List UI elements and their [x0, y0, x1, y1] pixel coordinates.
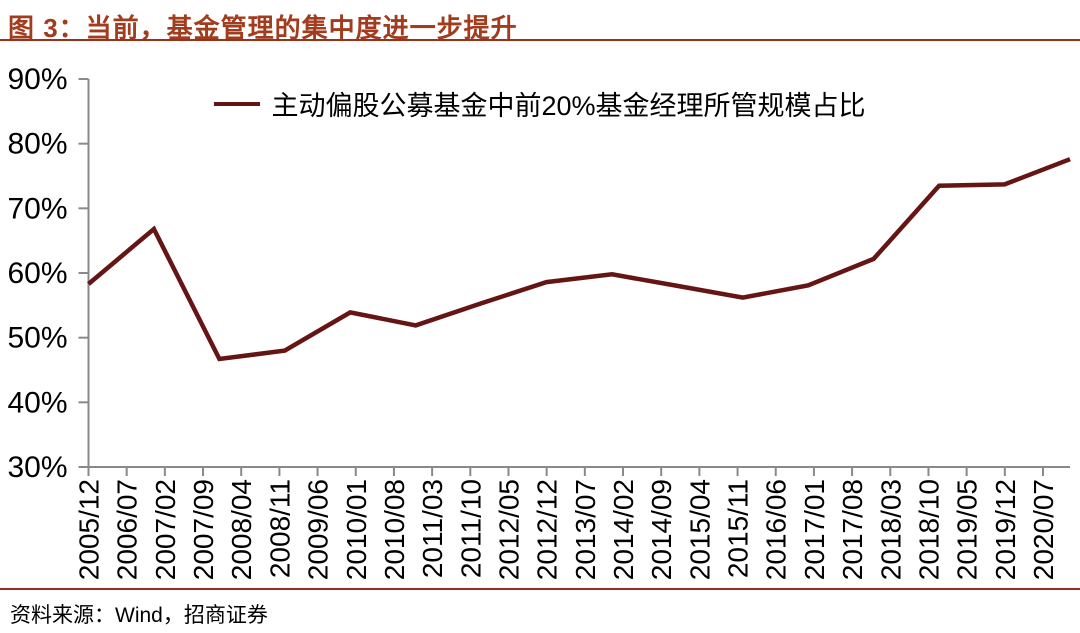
title-underline — [0, 39, 1080, 41]
legend-line-marker — [214, 101, 261, 106]
figure-title: 图 3：当前，基金管理的集中度进一步提升 — [8, 13, 518, 43]
y-tick-label: 30% — [7, 451, 67, 484]
y-tick-label: 70% — [7, 192, 67, 225]
x-tick-label: 2012/05 — [494, 479, 525, 580]
y-tick-label: 60% — [7, 257, 67, 290]
x-tick-label: 2008/11 — [264, 479, 295, 578]
x-tick-label: 2008/04 — [226, 479, 257, 580]
legend-label: 主动偏股公募基金中前20%基金经理所管规模占比 — [271, 91, 866, 121]
data-line — [87, 157, 1071, 362]
y-tick-label: 40% — [7, 386, 67, 419]
y-tick-label: 50% — [7, 322, 67, 355]
y-tick-label: 90% — [7, 63, 67, 96]
x-tick-label: 2012/12 — [532, 479, 563, 580]
source-note: 资料来源：Wind，招商证券 — [10, 604, 268, 627]
x-tick-label: 2015/11 — [723, 479, 754, 578]
x-tick-label: 2010/01 — [341, 479, 372, 580]
x-tick-label: 2013/07 — [570, 479, 601, 580]
x-tick-label: 2017/08 — [837, 479, 868, 580]
x-tick-label: 2015/04 — [684, 479, 715, 580]
x-tick-label: 2019/05 — [952, 479, 983, 580]
x-tick-label: 2007/02 — [150, 479, 181, 580]
x-tick-label: 2017/01 — [799, 479, 830, 580]
x-tick-label: 2011/03 — [417, 479, 448, 578]
x-tick-label: 2007/09 — [188, 479, 219, 580]
x-tick-label: 2018/10 — [914, 479, 945, 580]
x-tick-label: 2014/09 — [646, 479, 677, 580]
x-tick-label: 2010/08 — [379, 479, 410, 580]
footer-divider — [0, 588, 1080, 590]
x-tick-label: 2014/02 — [608, 479, 639, 580]
x-tick-label: 2019/12 — [990, 479, 1021, 580]
x-tick-label: 2016/06 — [761, 479, 792, 580]
x-tick-label: 2005/12 — [74, 479, 105, 580]
x-tick-label: 2011/10 — [455, 479, 486, 578]
y-tick-label: 80% — [7, 128, 67, 161]
x-tick-label: 2009/06 — [303, 479, 334, 580]
x-tick-label: 2018/03 — [875, 479, 906, 580]
x-tick-label: 2006/07 — [112, 479, 143, 580]
x-tick-label: 2020/07 — [1028, 479, 1059, 580]
chart-legend: 主动偏股公募基金中前20%基金经理所管规模占比 — [0, 84, 1080, 123]
